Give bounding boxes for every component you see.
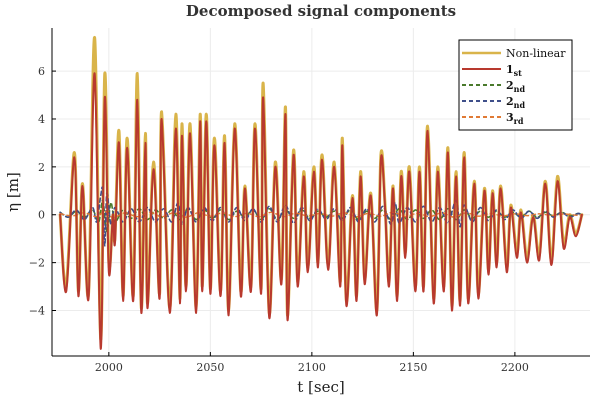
y-tick-label: 4	[38, 113, 45, 126]
legend-label: 3rd	[506, 111, 524, 126]
y-axis-label: η [m]	[4, 172, 22, 212]
legend-label: 1st	[506, 63, 522, 78]
legend-label: Non-linear	[506, 47, 566, 60]
legend-label: 2nd	[506, 95, 525, 110]
y-tick-label: 6	[38, 65, 45, 78]
legend-label: 2nd	[506, 79, 525, 94]
axes	[51, 28, 590, 357]
series-layer	[58, 36, 584, 350]
y-tick-label: −4	[29, 305, 45, 318]
legend-label-main: 1	[506, 63, 514, 76]
legend-label-main: 3	[506, 111, 514, 124]
x-tick-label: 2150	[399, 361, 427, 374]
chart-title: Decomposed signal components	[186, 2, 456, 20]
x-tick-label: 2200	[501, 361, 529, 374]
series-line-2	[59, 72, 583, 350]
x-axis-label: t [sec]	[297, 378, 344, 396]
legend-label-sub: rd	[514, 116, 524, 126]
legend-label-sub: st	[514, 68, 523, 78]
y-tick-label: 2	[38, 161, 45, 174]
legend-label-sub: nd	[514, 100, 526, 110]
ticks: 2000 2050 2100 2150 2200 −4 −2 0 2 4 6	[29, 65, 529, 374]
x-tick-label: 2050	[196, 361, 224, 374]
x-tick-label: 2100	[298, 361, 326, 374]
series-line-4	[59, 186, 583, 247]
x-tick-label: 2000	[95, 361, 123, 374]
legend-label-main: Non-linear	[506, 47, 566, 60]
legend-label-sub: nd	[514, 84, 526, 94]
legend-label-main: 2	[506, 79, 514, 92]
y-tick-label: −2	[29, 257, 45, 270]
y-tick-label: 0	[38, 209, 45, 222]
legend-label-main: 2	[506, 95, 514, 108]
